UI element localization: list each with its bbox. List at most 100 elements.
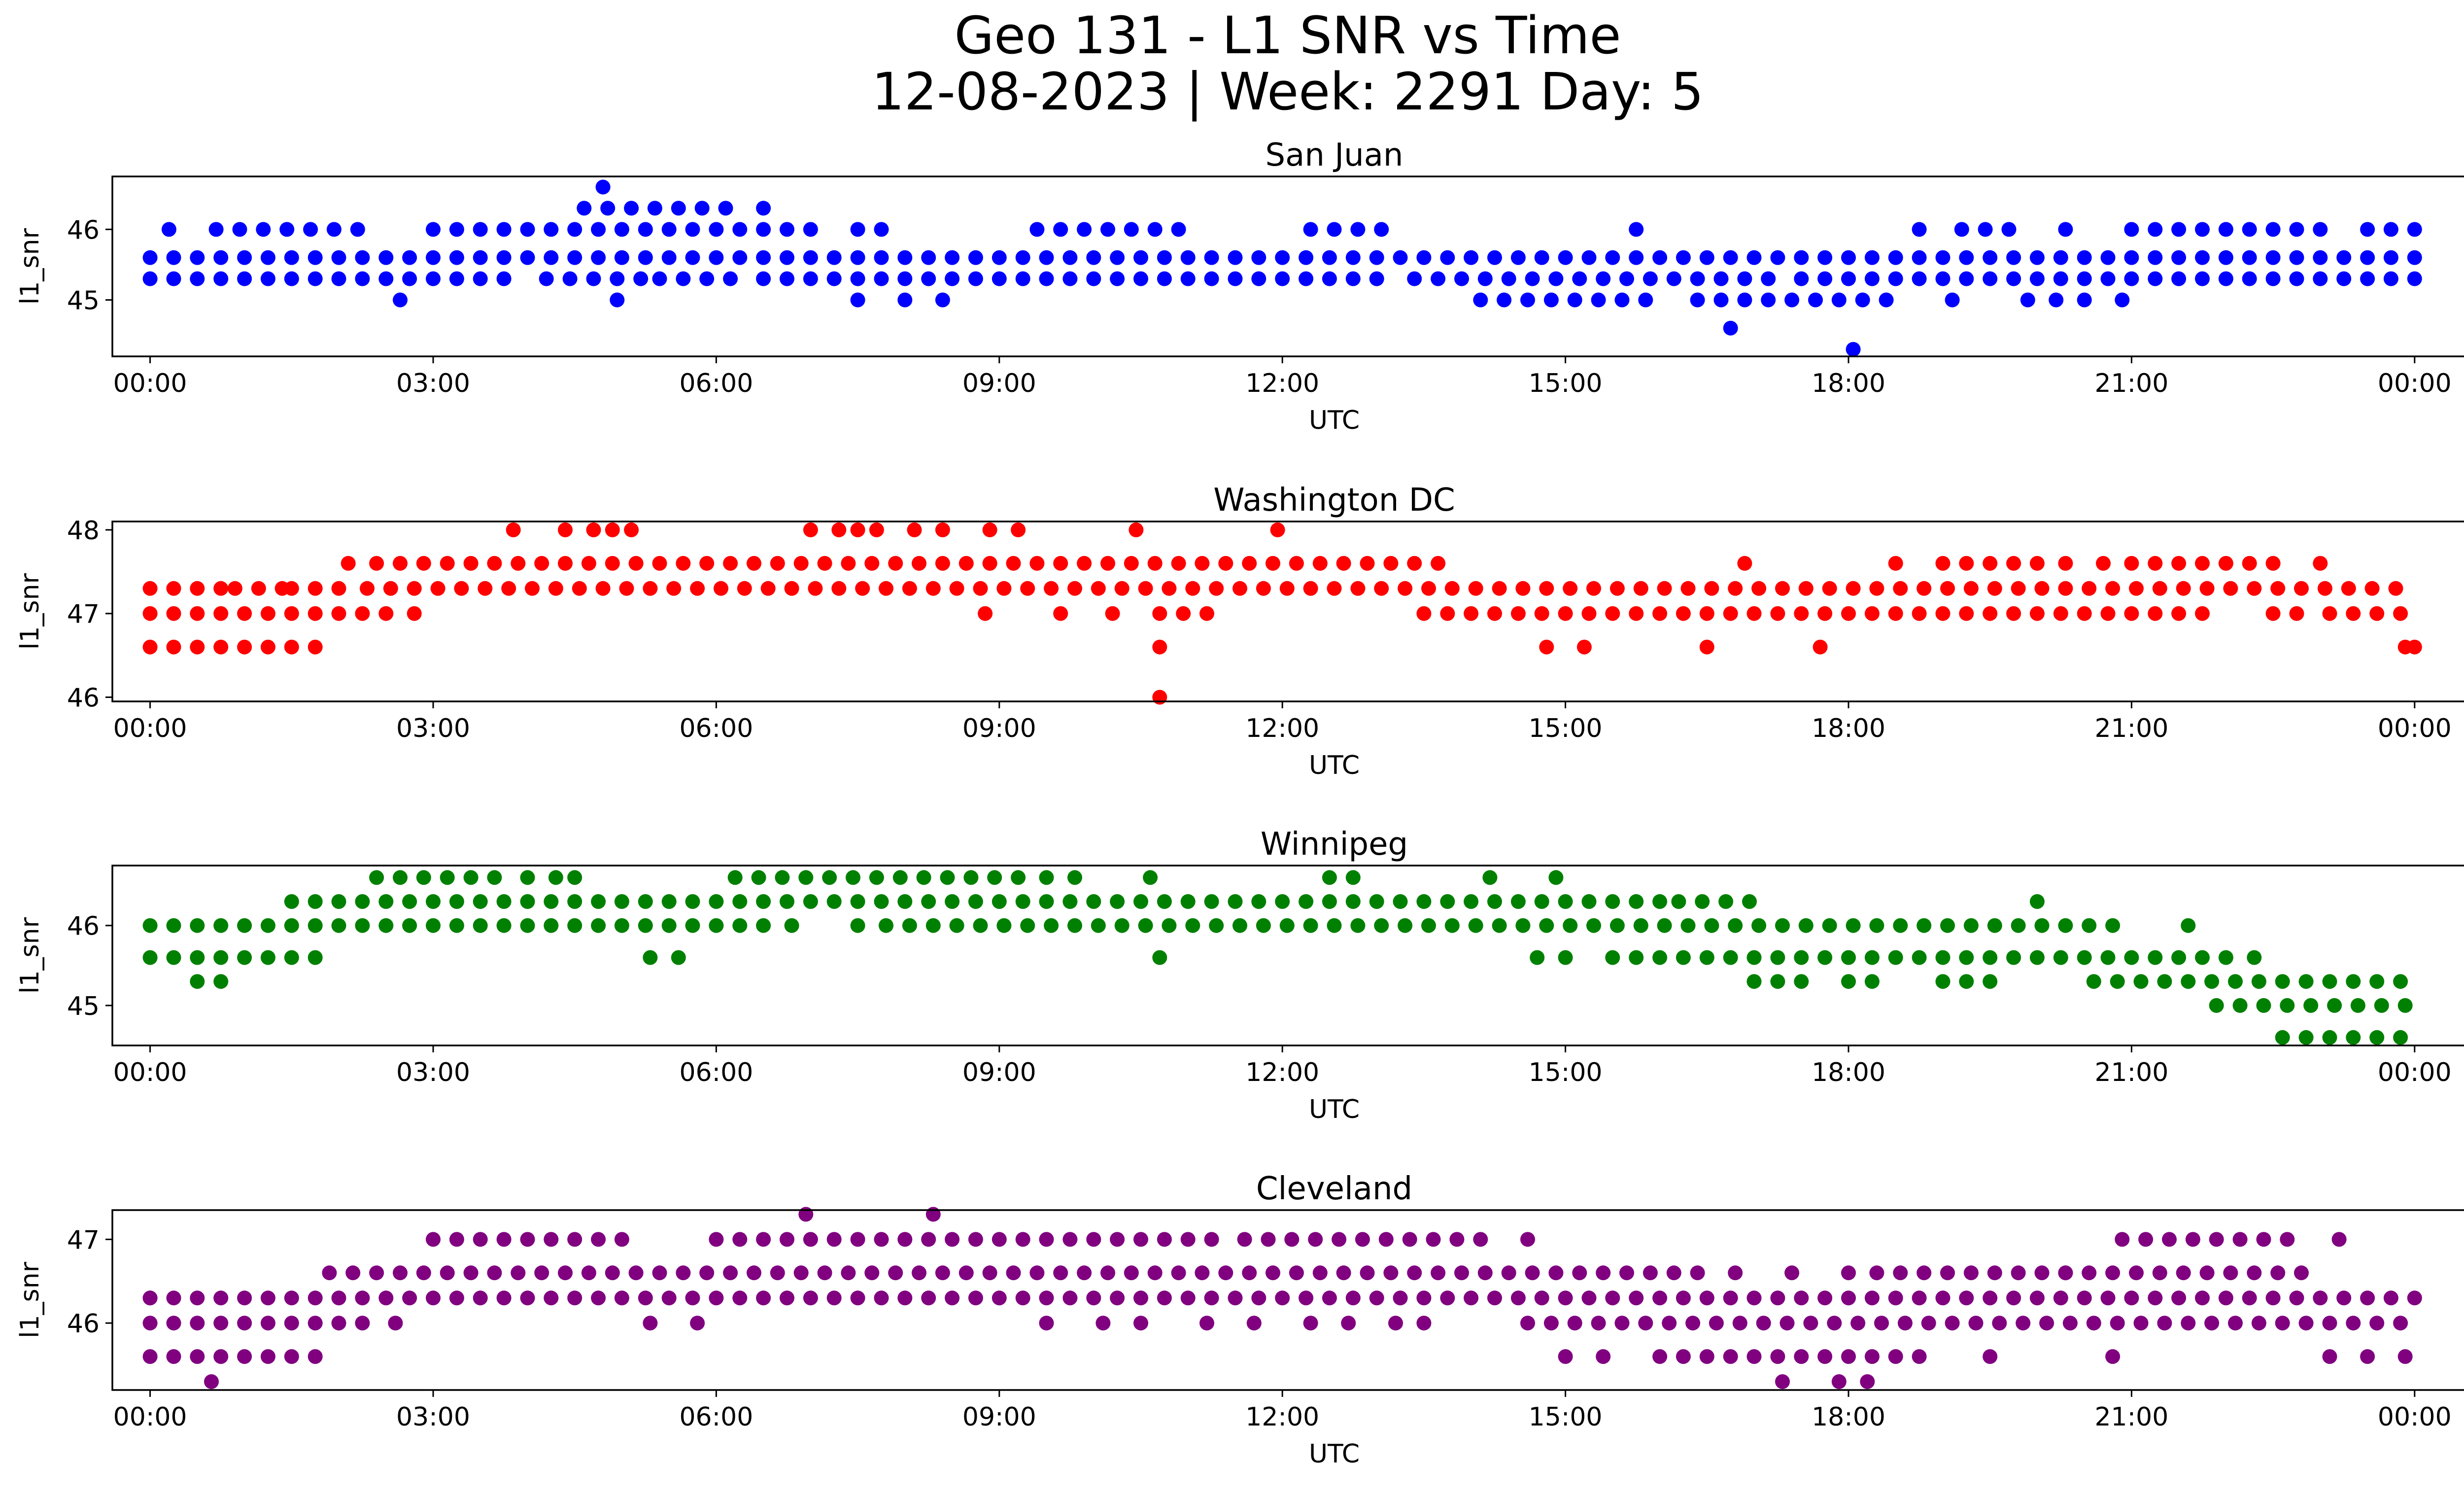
data-point	[2129, 581, 2144, 596]
data-point	[850, 292, 865, 308]
data-point	[614, 222, 629, 237]
data-point	[260, 918, 275, 933]
data-point	[331, 250, 346, 265]
data-point	[1690, 271, 1705, 286]
data-point	[958, 1265, 974, 1281]
data-point	[1062, 1290, 1078, 1306]
data-point	[921, 1232, 936, 1247]
data-point	[2133, 974, 2149, 989]
data-point	[1393, 894, 1408, 909]
data-point	[1912, 250, 1927, 265]
data-point	[756, 918, 771, 933]
data-point	[756, 201, 771, 216]
data-point	[591, 1290, 606, 1306]
data-point	[1808, 292, 1823, 308]
data-point	[1350, 918, 1366, 933]
data-point	[520, 918, 535, 933]
data-point	[237, 606, 252, 621]
data-point	[1171, 222, 1186, 237]
data-point	[383, 581, 398, 596]
data-point	[1846, 581, 1861, 596]
data-point	[473, 222, 488, 237]
data-point	[1497, 292, 1512, 308]
data-point	[1322, 271, 1337, 286]
data-point	[142, 950, 158, 965]
data-point	[1945, 1316, 1960, 1331]
data-point	[1440, 1290, 1455, 1306]
data-point	[1567, 292, 1582, 308]
data-point	[921, 271, 936, 286]
data-point	[1652, 950, 1668, 965]
data-point	[1133, 1232, 1148, 1247]
data-point	[2148, 1290, 2163, 1306]
data-point	[1609, 918, 1625, 933]
data-point	[963, 870, 979, 885]
data-point	[925, 1207, 941, 1222]
data-point	[1959, 950, 1974, 965]
data-point	[2096, 556, 2111, 571]
data-point	[2199, 581, 2215, 596]
data-point	[2171, 1290, 2187, 1306]
axes-frame	[111, 175, 2464, 357]
data-point	[1520, 1316, 1535, 1331]
data-point	[1086, 250, 1101, 265]
data-point	[1266, 556, 1280, 571]
data-point	[780, 250, 794, 265]
axes-frame	[111, 865, 2464, 1046]
data-point	[1780, 1316, 1795, 1331]
data-point	[1572, 271, 1587, 286]
data-point	[1912, 222, 1927, 237]
data-point	[770, 1265, 785, 1281]
data-point	[718, 201, 733, 216]
data-point	[661, 250, 677, 265]
subplot-3: Cleveland 00:00 03:00 06:00 09:00 12:00 15:00 1…	[15, 1171, 2464, 1469]
data-point	[1138, 918, 1153, 933]
data-point	[1770, 1349, 1785, 1364]
data-point	[1162, 581, 1177, 596]
data-point	[1534, 1290, 1549, 1306]
data-point	[661, 1290, 677, 1306]
data-point	[1110, 894, 1125, 909]
data-point	[2049, 292, 2064, 308]
data-point	[284, 1316, 299, 1331]
data-point	[982, 522, 997, 537]
data-point	[826, 1290, 842, 1306]
data-point	[1251, 250, 1266, 265]
data-point	[817, 1265, 832, 1281]
data-point	[2105, 581, 2121, 596]
data-point	[1289, 1265, 1304, 1281]
data-point	[402, 250, 417, 265]
data-point	[2383, 271, 2398, 286]
data-point	[874, 1232, 889, 1247]
data-point	[1963, 918, 1979, 933]
data-point	[1322, 1290, 1337, 1306]
data-point	[2082, 1265, 2097, 1281]
data-point	[1751, 581, 1767, 596]
data-point	[2369, 1316, 2385, 1331]
data-point	[496, 250, 512, 265]
data-point	[1963, 1265, 1979, 1281]
data-point	[1940, 581, 1955, 596]
data-point	[190, 974, 205, 989]
data-point	[869, 522, 884, 537]
x-tick-label: 21:00	[2094, 1058, 2168, 1087]
data-point	[1171, 556, 1186, 571]
data-point	[166, 606, 181, 621]
data-point	[1959, 250, 1974, 265]
data-point	[2289, 271, 2304, 286]
data-point	[1775, 918, 1790, 933]
data-point	[897, 292, 913, 308]
data-point	[1440, 606, 1455, 621]
data-point	[685, 1290, 700, 1306]
data-point	[2124, 950, 2139, 965]
subplot-1: Washington DC 00:00 03:00 06:00 09:00 12:00 15…	[15, 482, 2464, 780]
data-point	[1874, 1316, 1889, 1331]
data-point	[449, 1290, 464, 1306]
data-point	[2053, 950, 2068, 965]
data-point	[1935, 974, 1951, 989]
data-point	[1968, 1316, 1984, 1331]
x-axis-label: UTC	[1309, 1095, 1360, 1124]
data-point	[2077, 1290, 2092, 1306]
x-tick-label: 06:00	[679, 714, 753, 743]
data-point	[308, 606, 323, 621]
